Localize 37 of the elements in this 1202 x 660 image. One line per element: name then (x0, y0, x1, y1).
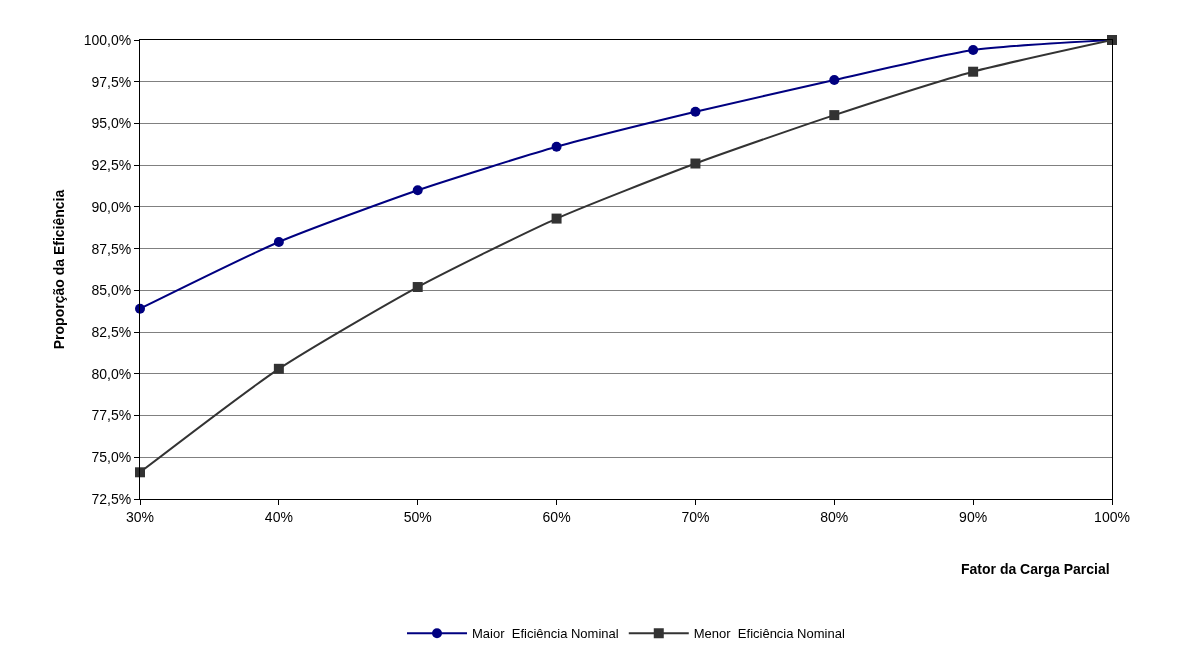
y-tick-label: 90,0% (91, 198, 132, 215)
point (551, 141, 562, 152)
x-tick-label: 30% (125, 508, 155, 525)
y-tick-label: 82,5% (91, 323, 132, 340)
x-tick-label: 40% (264, 508, 293, 525)
legend-label: Menor Eficiência Nominal (693, 626, 845, 642)
x-tick-label: 100% (1094, 508, 1130, 525)
x-tick-label: 70% (681, 508, 710, 525)
y-tick-label: 97,5% (91, 73, 132, 90)
point (273, 236, 284, 247)
x-axis-title: Fator da Carga Parcial (961, 561, 1110, 577)
x-tick-label: 90% (959, 508, 988, 525)
y-tick-label: 77,5% (91, 407, 132, 424)
y-tick-label: 80,0% (91, 365, 132, 382)
y-tick-label: 75,0% (91, 449, 132, 466)
y-tick-label: 95,0% (91, 115, 132, 132)
y-tick-label: 100,0% (83, 31, 132, 48)
point (135, 467, 145, 478)
point (690, 158, 701, 169)
point (829, 110, 840, 121)
point (690, 106, 701, 117)
point (551, 213, 562, 224)
y-axis-title: Proporção da Eficiência (51, 189, 68, 350)
x-tick-label: 80% (820, 508, 849, 525)
point (968, 45, 979, 56)
x-tick-label: 50% (403, 508, 432, 525)
x-tick-label: 60% (542, 508, 571, 525)
point (829, 75, 840, 86)
point (412, 185, 423, 196)
y-tick-label: 87,5% (91, 240, 132, 257)
point (968, 66, 979, 77)
legend-label: Maior Eficiência Nominal (472, 626, 619, 642)
y-tick-label: 85,0% (91, 282, 132, 299)
point (412, 282, 423, 293)
point (273, 363, 284, 374)
y-tick-label: 72,5% (91, 490, 132, 507)
y-tick-label: 92,5% (91, 157, 132, 174)
